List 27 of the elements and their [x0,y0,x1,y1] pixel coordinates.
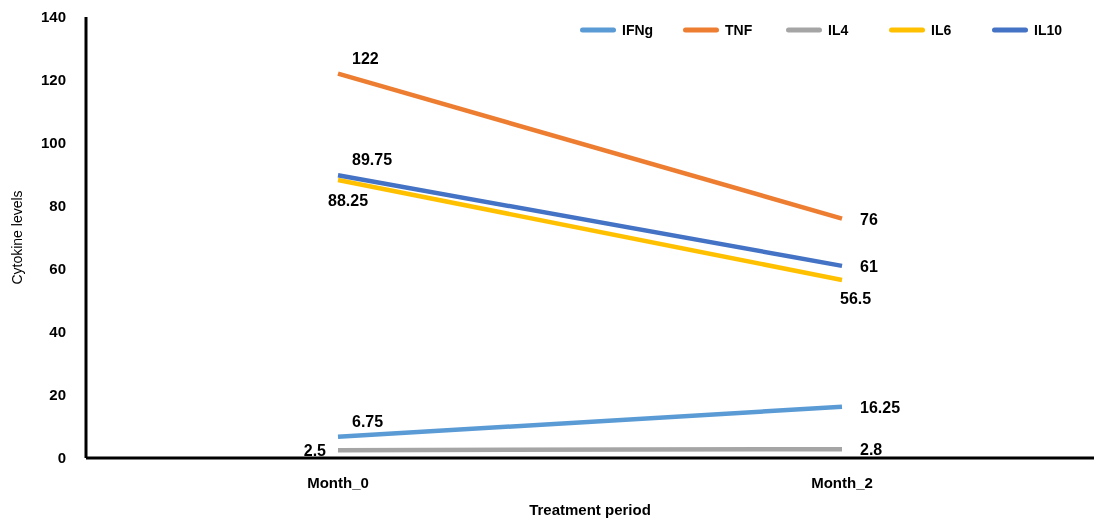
y-tick-label: 100 [40,134,66,152]
data-label: 16.25 [860,398,901,416]
data-label: 2.5 [303,442,327,460]
y-tick-label: 120 [40,71,66,89]
data-label: 89.75 [352,151,393,169]
x-tick-label: Month_0 [307,474,369,491]
data-label: 122 [352,49,379,67]
data-label: 6.75 [352,412,384,430]
y-tick-label: 60 [49,260,66,278]
x-axis-title: Treatment period [529,501,651,518]
data-label: 76 [860,210,878,228]
y-axis-title: Cytokine levels [9,190,25,285]
y-tick-label: 20 [49,386,66,404]
y-tick-label: 80 [49,197,66,215]
data-label: 88.25 [328,192,369,210]
data-label: 61 [860,257,878,275]
y-tick-label: 40 [49,323,66,341]
y-tick-label: 140 [40,8,66,26]
legend-label: TNF [725,21,753,38]
x-tick-label: Month_2 [811,474,873,491]
legend-label: IFNg [622,21,654,38]
legend-label: IL6 [931,21,952,38]
y-tick-label: 0 [57,449,66,467]
data-label: 2.8 [860,441,883,459]
data-label: 56.5 [840,290,872,308]
legend-label: IL4 [828,21,849,38]
legend-label: IL10 [1034,21,1063,38]
